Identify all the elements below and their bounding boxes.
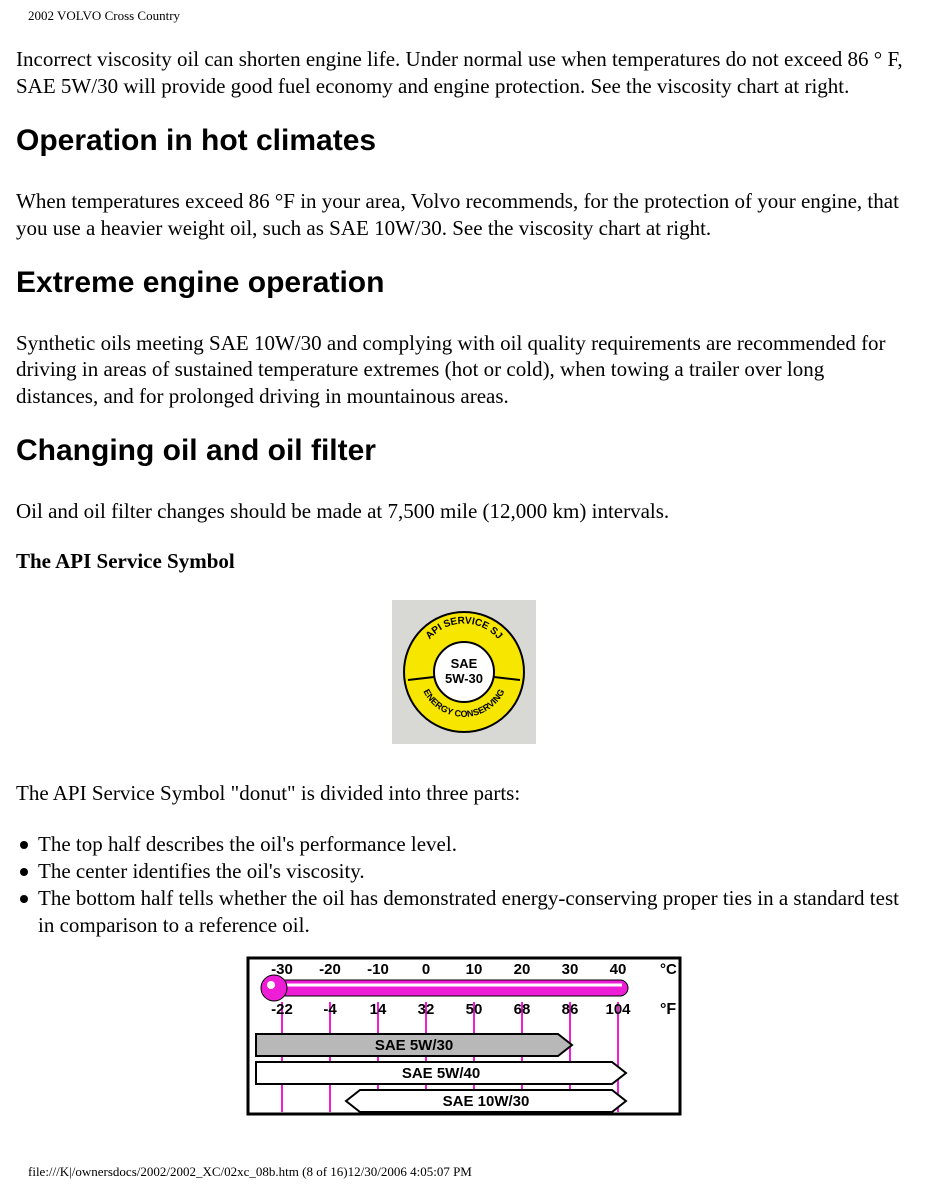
- heading-changing-oil: Changing oil and oil filter: [16, 434, 911, 468]
- bullet-text: The top half describes the oil's perform…: [38, 831, 911, 858]
- list-item: The bottom half tells whether the oil ha…: [16, 885, 911, 939]
- svg-text:10: 10: [465, 961, 482, 978]
- svg-text:32: 32: [417, 1001, 434, 1018]
- api-bullet-list: The top half describes the oil's perform…: [16, 831, 911, 939]
- list-item: The center identifies the oil's viscosit…: [16, 858, 911, 885]
- api-intro-paragraph: The API Service Symbol "donut" is divide…: [16, 780, 911, 807]
- svg-text:68: 68: [513, 1001, 530, 1018]
- para-extreme-operation: Synthetic oils meeting SAE 10W/30 and co…: [16, 330, 911, 411]
- svg-text:°C: °C: [660, 961, 677, 978]
- svg-text:50: 50: [465, 1001, 482, 1018]
- svg-text:-10: -10: [367, 961, 389, 978]
- svg-text:-30: -30: [271, 961, 293, 978]
- svg-text:104: 104: [605, 1001, 631, 1018]
- api-symbol-block: API SERVICE SJENERGY CONSERVINGSAE5W-30: [392, 600, 536, 744]
- bullet-text: The center identifies the oil's viscosit…: [38, 858, 911, 885]
- heading-extreme-operation: Extreme engine operation: [16, 266, 911, 300]
- svg-text:SAE 5W/30: SAE 5W/30: [374, 1037, 452, 1054]
- page-header: 2002 VOLVO Cross Country: [28, 8, 911, 24]
- svg-text:°F: °F: [660, 1001, 676, 1018]
- para-changing-oil: Oil and oil filter changes should be mad…: [16, 498, 911, 525]
- svg-text:30: 30: [561, 961, 578, 978]
- list-item: The top half describes the oil's perform…: [16, 831, 911, 858]
- page-footer: file:///K|/ownersdocs/2002/2002_XC/02xc_…: [28, 1164, 911, 1180]
- svg-text:SAE 5W/40: SAE 5W/40: [401, 1065, 479, 1082]
- svg-text:20: 20: [513, 961, 530, 978]
- svg-text:SAE: SAE: [450, 656, 477, 671]
- svg-text:5W-30: 5W-30: [444, 671, 482, 686]
- heading-hot-climates: Operation in hot climates: [16, 124, 911, 158]
- bullet-icon: [20, 841, 28, 849]
- svg-text:-22: -22: [271, 1001, 293, 1018]
- svg-text:0: 0: [421, 961, 429, 978]
- svg-text:-4: -4: [323, 1001, 337, 1018]
- api-symbol-container: API SERVICE SJENERGY CONSERVINGSAE5W-30: [16, 600, 911, 744]
- svg-text:14: 14: [369, 1001, 386, 1018]
- bullet-icon: [20, 895, 28, 903]
- svg-text:86: 86: [561, 1001, 578, 1018]
- para-hot-climates: When temperatures exceed 86 °F in your a…: [16, 188, 911, 242]
- bullet-icon: [20, 868, 28, 876]
- bullet-text: The bottom half tells whether the oil ha…: [38, 885, 911, 939]
- viscosity-chart-container: -30 -20 -10 0 10 20 30 40 °C -22 -4 14 32 50 68 86 104 °F…: [16, 956, 911, 1116]
- svg-text:40: 40: [609, 961, 626, 978]
- api-symbol-subhead: The API Service Symbol: [16, 549, 911, 574]
- api-service-symbol-icon: API SERVICE SJENERGY CONSERVINGSAE5W-30: [398, 606, 530, 738]
- intro-paragraph: Incorrect viscosity oil can shorten engi…: [16, 46, 911, 100]
- svg-text:SAE 10W/30: SAE 10W/30: [442, 1093, 529, 1110]
- viscosity-chart: -30 -20 -10 0 10 20 30 40 °C -22 -4 14 32 50 68 86 104 °F…: [246, 956, 682, 1116]
- svg-text:-20: -20: [319, 961, 341, 978]
